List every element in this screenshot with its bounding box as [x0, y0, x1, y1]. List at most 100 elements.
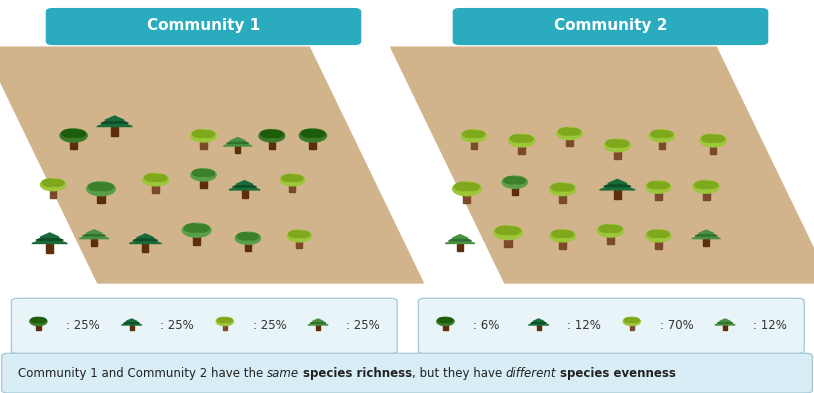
Text: : 25%: : 25% [160, 318, 194, 332]
Circle shape [200, 170, 214, 176]
Circle shape [549, 183, 575, 196]
Text: : 25%: : 25% [67, 318, 100, 332]
Polygon shape [223, 325, 227, 330]
Text: , but they have: , but they have [412, 367, 506, 380]
Polygon shape [698, 230, 714, 233]
Circle shape [453, 182, 481, 196]
Polygon shape [614, 190, 621, 199]
Circle shape [646, 181, 671, 193]
Polygon shape [444, 325, 448, 330]
Polygon shape [137, 234, 154, 238]
Circle shape [509, 134, 535, 147]
Polygon shape [703, 239, 709, 246]
Polygon shape [519, 146, 525, 154]
Polygon shape [36, 235, 63, 240]
Polygon shape [659, 141, 665, 149]
Polygon shape [70, 141, 77, 149]
Polygon shape [133, 236, 158, 241]
Circle shape [463, 130, 478, 138]
Polygon shape [97, 120, 133, 127]
Circle shape [145, 174, 160, 181]
Polygon shape [152, 185, 159, 193]
Polygon shape [200, 180, 207, 188]
Text: Community 2: Community 2 [554, 18, 667, 33]
Circle shape [703, 182, 718, 189]
Circle shape [651, 130, 666, 138]
Polygon shape [50, 190, 56, 198]
Polygon shape [717, 320, 733, 323]
Circle shape [647, 230, 663, 237]
Polygon shape [567, 139, 572, 146]
Circle shape [604, 139, 631, 152]
Polygon shape [129, 325, 133, 330]
Circle shape [259, 130, 285, 142]
Polygon shape [695, 232, 717, 236]
Polygon shape [559, 241, 566, 249]
Polygon shape [559, 195, 566, 203]
Circle shape [560, 184, 574, 191]
Circle shape [505, 227, 520, 235]
Text: Community 1 and Community 2 have the: Community 1 and Community 2 have the [18, 367, 267, 380]
Polygon shape [655, 241, 662, 249]
Circle shape [269, 131, 283, 138]
Circle shape [223, 318, 232, 323]
Polygon shape [121, 321, 142, 325]
Polygon shape [308, 321, 328, 325]
Polygon shape [242, 190, 247, 198]
Circle shape [290, 175, 303, 182]
Circle shape [200, 131, 215, 138]
Polygon shape [112, 127, 118, 136]
Polygon shape [452, 235, 468, 238]
Circle shape [599, 225, 615, 232]
Circle shape [301, 130, 317, 137]
FancyBboxPatch shape [453, 9, 768, 44]
Text: : 70%: : 70% [660, 318, 694, 332]
Circle shape [552, 230, 567, 237]
Circle shape [217, 318, 228, 323]
Circle shape [464, 183, 479, 191]
Circle shape [512, 177, 526, 184]
Circle shape [142, 173, 168, 186]
Polygon shape [723, 325, 727, 330]
Circle shape [296, 231, 310, 238]
Text: : 12%: : 12% [753, 318, 787, 332]
Polygon shape [391, 47, 814, 283]
Polygon shape [86, 230, 102, 233]
Polygon shape [463, 195, 470, 204]
Circle shape [454, 182, 471, 191]
Circle shape [607, 226, 622, 232]
Polygon shape [245, 244, 251, 251]
Text: : 12%: : 12% [567, 318, 601, 332]
Polygon shape [607, 236, 614, 244]
Circle shape [237, 233, 252, 240]
Circle shape [89, 182, 106, 191]
Polygon shape [536, 325, 540, 330]
Polygon shape [512, 187, 518, 195]
Polygon shape [226, 139, 249, 143]
Polygon shape [289, 185, 295, 192]
Polygon shape [600, 184, 635, 190]
Polygon shape [505, 239, 511, 247]
Circle shape [282, 174, 296, 182]
Polygon shape [223, 141, 252, 146]
Circle shape [551, 184, 567, 191]
Circle shape [567, 129, 580, 135]
Circle shape [550, 230, 575, 242]
Circle shape [700, 134, 726, 147]
Polygon shape [470, 141, 477, 149]
FancyBboxPatch shape [2, 353, 812, 393]
Circle shape [557, 127, 582, 140]
Circle shape [624, 318, 635, 323]
Polygon shape [445, 238, 475, 244]
Circle shape [42, 179, 57, 186]
Circle shape [647, 182, 663, 189]
Circle shape [597, 224, 624, 237]
Polygon shape [655, 192, 662, 200]
Text: : 25%: : 25% [253, 318, 287, 332]
Circle shape [287, 230, 312, 242]
Polygon shape [46, 244, 53, 253]
Circle shape [655, 182, 669, 189]
Circle shape [650, 130, 674, 142]
Circle shape [310, 130, 325, 137]
Polygon shape [703, 192, 710, 200]
